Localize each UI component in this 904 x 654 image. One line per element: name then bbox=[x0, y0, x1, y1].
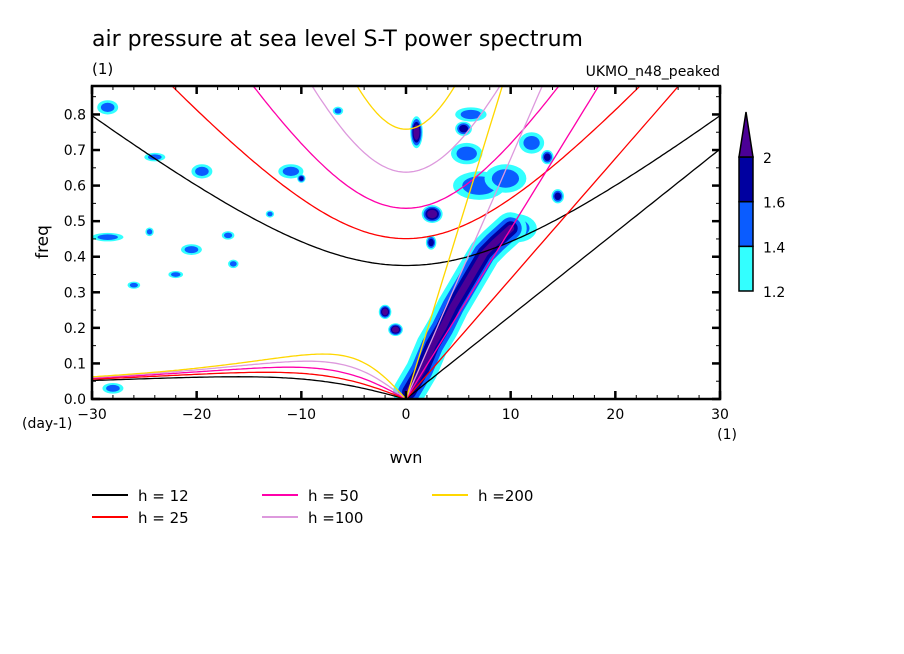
colorbar: 1.2 1.4 1.6 2 bbox=[738, 111, 785, 301]
y-axis-units: (day-1) bbox=[22, 416, 72, 432]
contour-blob bbox=[146, 229, 153, 235]
x-axis-units: (1) bbox=[717, 427, 737, 443]
contour-blob bbox=[428, 238, 434, 247]
contour-blob bbox=[460, 109, 482, 120]
kelvin-curve-h25 bbox=[405, 86, 680, 399]
x-tick-label: 0 bbox=[402, 407, 411, 423]
y-tick-label: 0.4 bbox=[64, 250, 86, 266]
colorbar-label: 1.6 bbox=[763, 196, 785, 212]
contour-blob bbox=[195, 166, 209, 176]
y-tick-label: 0.5 bbox=[64, 214, 86, 230]
contour-blob bbox=[459, 124, 469, 133]
y-axis: 0.0 0.1 0.2 0.3 0.4 0.5 0.6 0.7 0.8 bbox=[64, 96, 720, 408]
kelvin-curve-h200 bbox=[405, 86, 504, 399]
rossby-curve-h25 bbox=[92, 371, 407, 399]
colorbar-label: 1.2 bbox=[763, 285, 785, 301]
colorbar-segment bbox=[738, 156, 754, 203]
contour-blob bbox=[554, 192, 562, 201]
y-tick-label: 0.8 bbox=[64, 107, 86, 123]
inertia-gravity-curve-h50 bbox=[252, 86, 560, 209]
x-tick-label: −30 bbox=[77, 407, 107, 423]
legend: h = 12 h = 25 h = 50 h =100 h =200 bbox=[92, 487, 533, 527]
legend-label-h100: h =100 bbox=[308, 509, 363, 527]
contour-blob bbox=[97, 234, 118, 240]
contour-blob bbox=[456, 146, 477, 161]
contour-blob bbox=[413, 124, 420, 140]
legend-label-h50: h = 50 bbox=[308, 487, 359, 505]
x-tick-label: 20 bbox=[606, 407, 624, 423]
rossby-curve-h50 bbox=[92, 366, 407, 399]
y-tick-label: 0.6 bbox=[64, 179, 86, 195]
plot-frame bbox=[90, 84, 722, 401]
kelvin-curve-h50 bbox=[405, 86, 600, 399]
contour-blob bbox=[491, 169, 520, 188]
contour-blob bbox=[170, 272, 181, 277]
legend-label-h12: h = 12 bbox=[138, 487, 189, 505]
dispersion-curves bbox=[92, 86, 720, 399]
x-tick-label: 10 bbox=[502, 407, 520, 423]
colorbar-segment bbox=[738, 200, 754, 248]
contour-blob bbox=[382, 308, 389, 316]
contour-blob bbox=[223, 232, 233, 239]
rossby-curve-h200 bbox=[92, 353, 407, 399]
kelvin-curve-h12 bbox=[405, 148, 720, 399]
contour-fill-layer bbox=[92, 100, 565, 399]
x-tick-label: −20 bbox=[182, 407, 212, 423]
inertia-gravity-curve-h200 bbox=[356, 86, 456, 130]
y-tick-label: 0.7 bbox=[64, 143, 86, 159]
legend-label-h25: h = 25 bbox=[138, 509, 189, 527]
chart-title: air pressure at sea level S-T power spec… bbox=[92, 27, 583, 52]
contour-blob bbox=[299, 176, 304, 181]
contour-ridge-level-3 bbox=[405, 224, 515, 396]
model-label: UKMO_n48_peaked bbox=[586, 64, 720, 80]
inertia-gravity-curve-h25 bbox=[171, 86, 641, 240]
contour-blob bbox=[282, 166, 300, 176]
colorbar-extend-arrow bbox=[738, 111, 754, 158]
contour-blob bbox=[543, 153, 551, 161]
chart-subtitle: (1) bbox=[92, 60, 113, 78]
y-tick-label: 0.0 bbox=[64, 392, 86, 408]
x-axis-label: wvn bbox=[390, 448, 423, 467]
rossby-curve-h100 bbox=[92, 360, 407, 399]
contour-blob bbox=[106, 384, 120, 392]
y-axis-label: freq bbox=[33, 225, 53, 259]
inertia-gravity-curve-h100 bbox=[311, 86, 501, 173]
y-tick-label: 0.3 bbox=[64, 285, 86, 301]
contour-blob bbox=[229, 261, 237, 267]
y-tick-label: 0.2 bbox=[64, 321, 86, 337]
contour-blob bbox=[427, 209, 438, 219]
contour-blob bbox=[100, 102, 115, 112]
contour-blob bbox=[334, 108, 342, 114]
legend-label-h200: h =200 bbox=[478, 487, 533, 505]
x-tick-label: 30 bbox=[711, 407, 729, 423]
contour-blob bbox=[184, 246, 199, 254]
inertia-gravity-curve-h12 bbox=[92, 115, 720, 267]
contour-blob bbox=[267, 211, 273, 217]
contour-blob bbox=[129, 282, 138, 288]
contour-blob bbox=[523, 135, 540, 150]
colorbar-label: 1.4 bbox=[763, 240, 785, 256]
contour-blob bbox=[392, 326, 400, 333]
x-tick-label: −10 bbox=[287, 407, 317, 423]
colorbar-segment bbox=[738, 245, 754, 292]
x-axis: −30 −20 −10 0 10 20 30 bbox=[77, 86, 729, 423]
y-tick-label: 0.1 bbox=[64, 356, 86, 372]
kelvin-curve-h100 bbox=[405, 86, 543, 399]
colorbar-label: 2 bbox=[763, 151, 772, 167]
rossby-curve-h12 bbox=[92, 376, 407, 399]
